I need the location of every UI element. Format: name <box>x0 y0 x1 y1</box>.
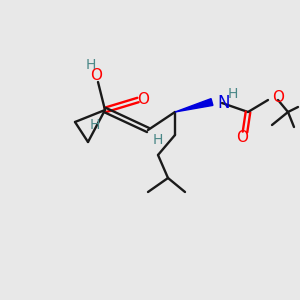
Text: H: H <box>228 87 238 101</box>
Text: H: H <box>153 133 163 147</box>
Text: O: O <box>272 91 284 106</box>
Text: O: O <box>137 92 149 107</box>
Text: O: O <box>90 68 102 82</box>
Text: H: H <box>90 118 100 132</box>
Polygon shape <box>175 99 213 112</box>
Text: N: N <box>217 94 230 112</box>
Text: H: H <box>86 58 96 72</box>
Text: O: O <box>236 130 248 146</box>
